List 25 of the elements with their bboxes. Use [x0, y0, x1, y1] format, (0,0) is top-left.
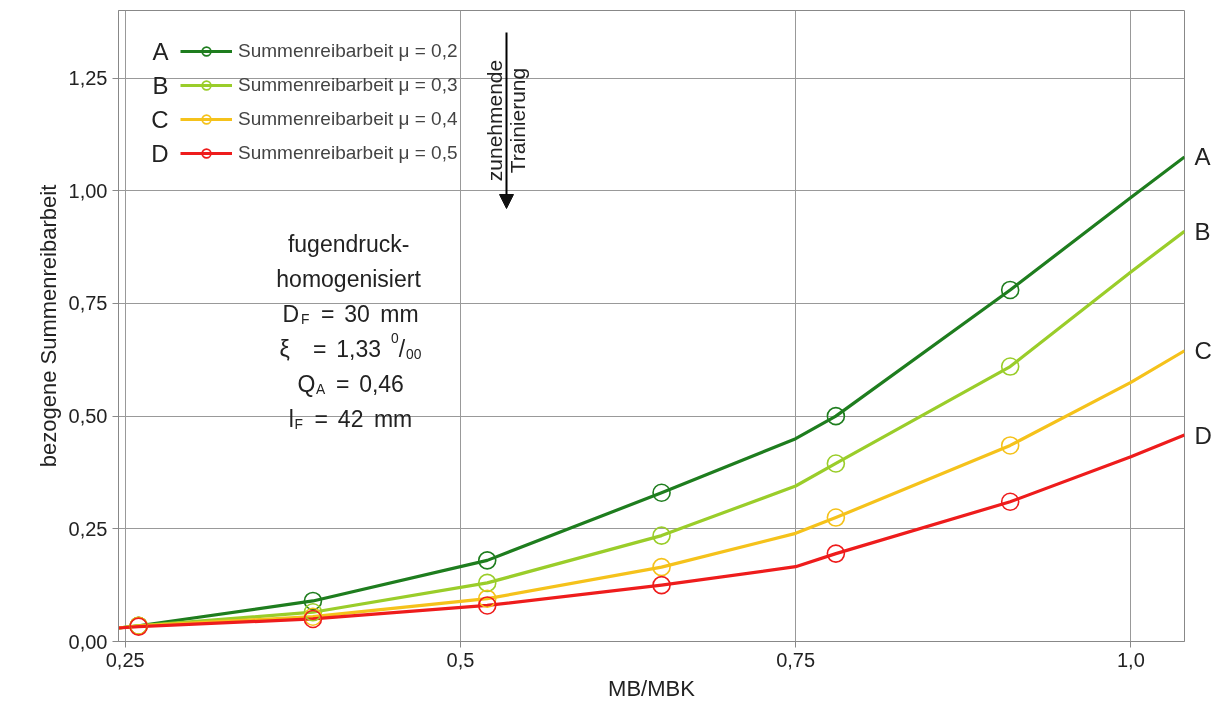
y-tick-label: 0,75: [68, 292, 108, 315]
y-tick-label: 0,25: [68, 517, 108, 540]
y-axis-title: bezogene Summenreibarbeit: [35, 184, 61, 468]
annotation: A: [152, 38, 169, 65]
x-tick-label: 0,5: [446, 648, 475, 671]
annotation: D: [151, 140, 169, 167]
legend-label: Summenreibarbeit μ = 0,5: [238, 142, 458, 164]
x-tick-label: 1,0: [1116, 648, 1145, 671]
y-tick-label: 0,50: [68, 405, 108, 428]
annotation: C: [151, 106, 169, 133]
y-tick-label: 1,00: [68, 179, 108, 202]
text: C: [1194, 337, 1212, 365]
text: B: [1194, 217, 1211, 245]
y-tick-label: 0,00: [68, 630, 108, 653]
x-axis-title: MB/MBK: [608, 675, 696, 701]
annotation: zunehmende Trainierung: [482, 59, 529, 182]
legend-label: Summenreibarbeit μ = 0,2: [238, 40, 458, 62]
annotation: B: [152, 72, 169, 99]
legend-label: Summenreibarbeit μ = 0,3: [238, 74, 458, 96]
legend-label: Summenreibarbeit μ = 0,4: [238, 108, 458, 130]
y-tick-label: 1,25: [68, 67, 108, 90]
x-tick-label: 0,75: [776, 648, 816, 671]
text: A: [1194, 143, 1211, 171]
text: D: [1194, 421, 1212, 449]
x-tick-label: 0,25: [105, 648, 145, 671]
